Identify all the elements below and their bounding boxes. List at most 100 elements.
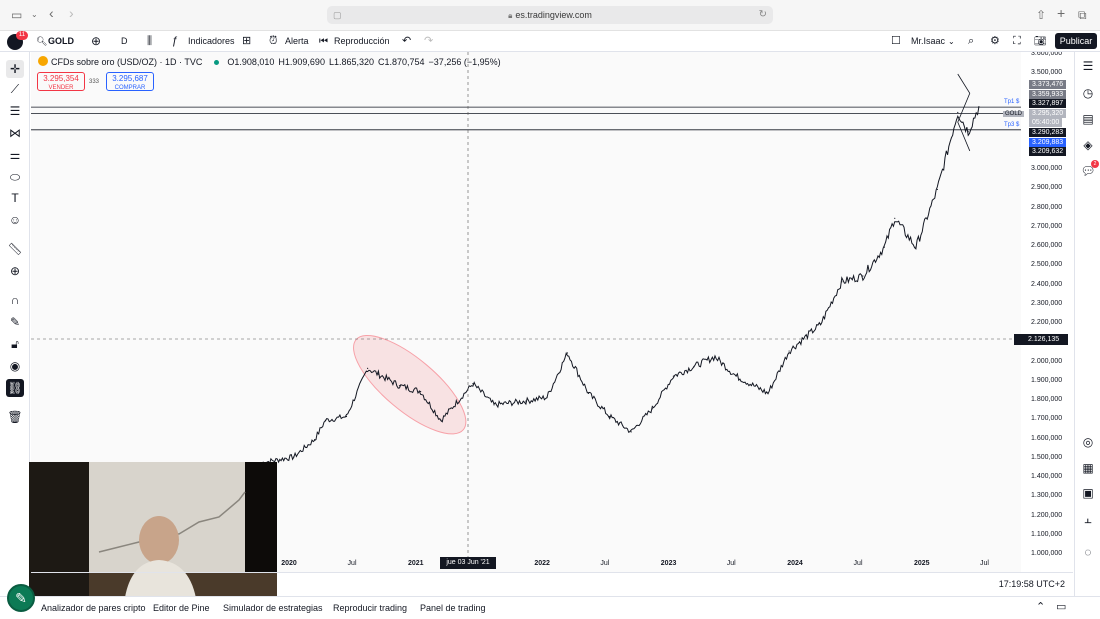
fullscreen-icon[interactable]: ⛶ <box>1013 35 1021 47</box>
compare-symbol-icon[interactable]: ⊕ <box>91 34 102 48</box>
trash-icon[interactable]: 🗑︎ <box>7 410 23 424</box>
redo-icon[interactable]: ↷ <box>424 35 434 47</box>
chat-icon[interactable]: 💬︎ 2 <box>1080 160 1099 179</box>
ruler-icon[interactable]: 📏︎ <box>7 242 23 256</box>
undo-icon[interactable]: ↶ <box>402 35 412 47</box>
technicals-icon[interactable]: ⫠ <box>1084 512 1092 526</box>
layout-name[interactable]: Mr.Isaac <box>911 36 946 46</box>
layout-checkbox-icon[interactable]: ☐ <box>891 35 901 47</box>
crosshair-icon[interactable]: ✛ <box>6 60 24 78</box>
watchlist-icon[interactable]: ☰ <box>1082 59 1094 73</box>
buy-button[interactable]: 3.295,687 COMPRAR <box>106 72 154 91</box>
price-tick: 1.200,000 <box>1031 511 1063 519</box>
replay-icon[interactable]: ⏮ <box>319 36 328 47</box>
camera-icon[interactable]: 📷︎ <box>1034 36 1047 47</box>
chart-type-icon[interactable]: ⫼ <box>147 35 153 47</box>
alert-button[interactable]: Alerta <box>285 36 309 46</box>
high-value: H1.909,690 <box>278 57 325 67</box>
sidebar-toggle-icon[interactable]: ▭ <box>11 8 23 22</box>
sell-label: VENDER <box>48 85 74 91</box>
chevron-down-icon[interactable]: ⌄ <box>948 37 955 46</box>
low-value: L1.865,320 <box>328 57 374 67</box>
fib-retracement-icon[interactable]: ☰ <box>9 104 21 118</box>
calendar-icon[interactable]: ▦ <box>1082 461 1094 475</box>
maximize-panel-icon[interactable]: ▭ <box>1056 601 1067 613</box>
quick-search-icon[interactable]: ⌕ <box>968 35 975 47</box>
reload-icon[interactable]: ↻ <box>758 9 767 20</box>
price-tick: 1.900,000 <box>1031 376 1063 384</box>
clock[interactable]: 17:19:58 UTC+2 <box>998 579 1065 589</box>
tabs-overview-icon[interactable]: ⧉ <box>1078 8 1087 22</box>
shield-icon: ▢ <box>333 10 342 20</box>
back-icon[interactable]: ‹ <box>49 5 54 21</box>
chevron-up-icon[interactable]: ⌃ <box>1036 601 1046 613</box>
tab-trading-panel[interactable]: Panel de trading <box>420 603 486 613</box>
replay-button[interactable]: Reproducción <box>334 36 390 46</box>
icons-icon[interactable]: ☺ <box>8 213 22 227</box>
interval-button[interactable]: D <box>121 36 128 46</box>
layouts-icon[interactable]: ⊞ <box>242 35 252 47</box>
buy-label: COMPRAR <box>114 85 146 91</box>
price-tick: 3.600,000 <box>1031 52 1063 57</box>
time-tick: Jul <box>979 560 989 567</box>
price-tick: 1.500,000 <box>1031 453 1063 461</box>
price-tick: 2.300,000 <box>1031 299 1063 307</box>
price-tick: 2.700,000 <box>1031 222 1063 230</box>
price-tag: 3.295,320 <box>1029 108 1067 118</box>
data-window-icon[interactable]: ▤ <box>1082 112 1094 126</box>
text-icon[interactable]: T <box>11 191 19 205</box>
tab-crypto-pairs-screener[interactable]: Analizador de pares cripto <box>41 603 146 613</box>
eye-icon[interactable]: ◉ <box>9 359 21 373</box>
chart-toolbar: 11 🔍︎ GOLD ⊕ D ⫼ ƒ Indicadores ⊞ ⏰︎ Aler… <box>0 31 1100 52</box>
chevron-down-icon[interactable]: ⌄ <box>31 10 38 19</box>
zoom-in-icon[interactable]: ⊕ <box>9 264 21 278</box>
data-point <box>324 419 326 421</box>
symbol-search[interactable]: GOLD <box>48 36 74 46</box>
chart-legend: CFDs sobre oro (USD/OZ) · 1D · TVC O1.908… <box>38 56 505 67</box>
webcam-overlay <box>29 462 277 604</box>
data-point <box>493 404 495 406</box>
search-icon[interactable]: 🔍︎ <box>36 36 48 46</box>
data-point <box>651 408 653 410</box>
data-point <box>293 456 295 458</box>
price-tick: 3.000,000 <box>1031 165 1063 173</box>
indicators-icon[interactable]: ƒ <box>172 35 179 47</box>
settings-icon[interactable]: ⚙ <box>990 35 1000 47</box>
chat-badge: 2 <box>1091 160 1099 168</box>
address-bar[interactable]: ▢ 🔒︎ es.tradingview.com ↻ <box>327 6 773 24</box>
tab-trading-replay[interactable]: Reproducir trading <box>333 603 408 613</box>
brush-icon[interactable]: ⬭ <box>9 170 21 184</box>
pattern-icon[interactable]: ⋈ <box>9 126 21 140</box>
data-point <box>862 275 864 277</box>
edit-pencil-icon[interactable]: ✎ <box>7 584 35 612</box>
price-tick: 2.400,000 <box>1031 280 1063 288</box>
data-point <box>841 281 843 283</box>
data-point <box>630 431 632 433</box>
magnet-icon[interactable]: ∩ <box>10 293 20 307</box>
alarm-icon[interactable]: ⏰︎ <box>269 35 278 47</box>
data-point <box>735 375 737 377</box>
target-icon[interactable]: ◎ <box>1082 435 1094 449</box>
time-tick: 2025 <box>913 560 930 567</box>
trend-line-icon[interactable]: ⟋ <box>10 82 20 96</box>
data-point <box>788 350 790 352</box>
forward-icon[interactable]: › <box>69 5 74 21</box>
tab-pine-editor[interactable]: Editor de Pine <box>153 603 210 613</box>
news-icon[interactable]: ▣ <box>1082 486 1094 500</box>
indicators-button[interactable]: Indicadores <box>188 36 235 46</box>
tab-strategy-tester[interactable]: Simulador de estrategias <box>223 603 323 613</box>
long-position-icon[interactable]: ⚌ <box>9 148 21 162</box>
status-bar: 17:19:58 UTC+2 <box>31 572 1073 594</box>
alerts-clock-icon[interactable]: ◷ <box>1082 86 1094 100</box>
new-tab-icon[interactable]: + <box>1057 5 1066 21</box>
help-icon[interactable]: ◌ <box>1084 545 1092 559</box>
share-icon[interactable]: ⇧ <box>1036 8 1047 22</box>
sell-button[interactable]: 3.295,354 VENDER <box>37 72 85 91</box>
time-tick: 2020 <box>281 560 297 567</box>
link-icon[interactable]: ⛓ <box>6 379 24 397</box>
symbol-title[interactable]: CFDs sobre oro (USD/OZ) · 1D · TVC <box>51 57 203 67</box>
stay-in-drawing-icon[interactable]: ✎ <box>9 315 21 329</box>
layers-icon[interactable]: ◈ <box>1083 138 1093 152</box>
lock-icon[interactable]: 🔓︎ <box>11 337 19 351</box>
publish-button[interactable]: Publicar <box>1055 33 1097 49</box>
